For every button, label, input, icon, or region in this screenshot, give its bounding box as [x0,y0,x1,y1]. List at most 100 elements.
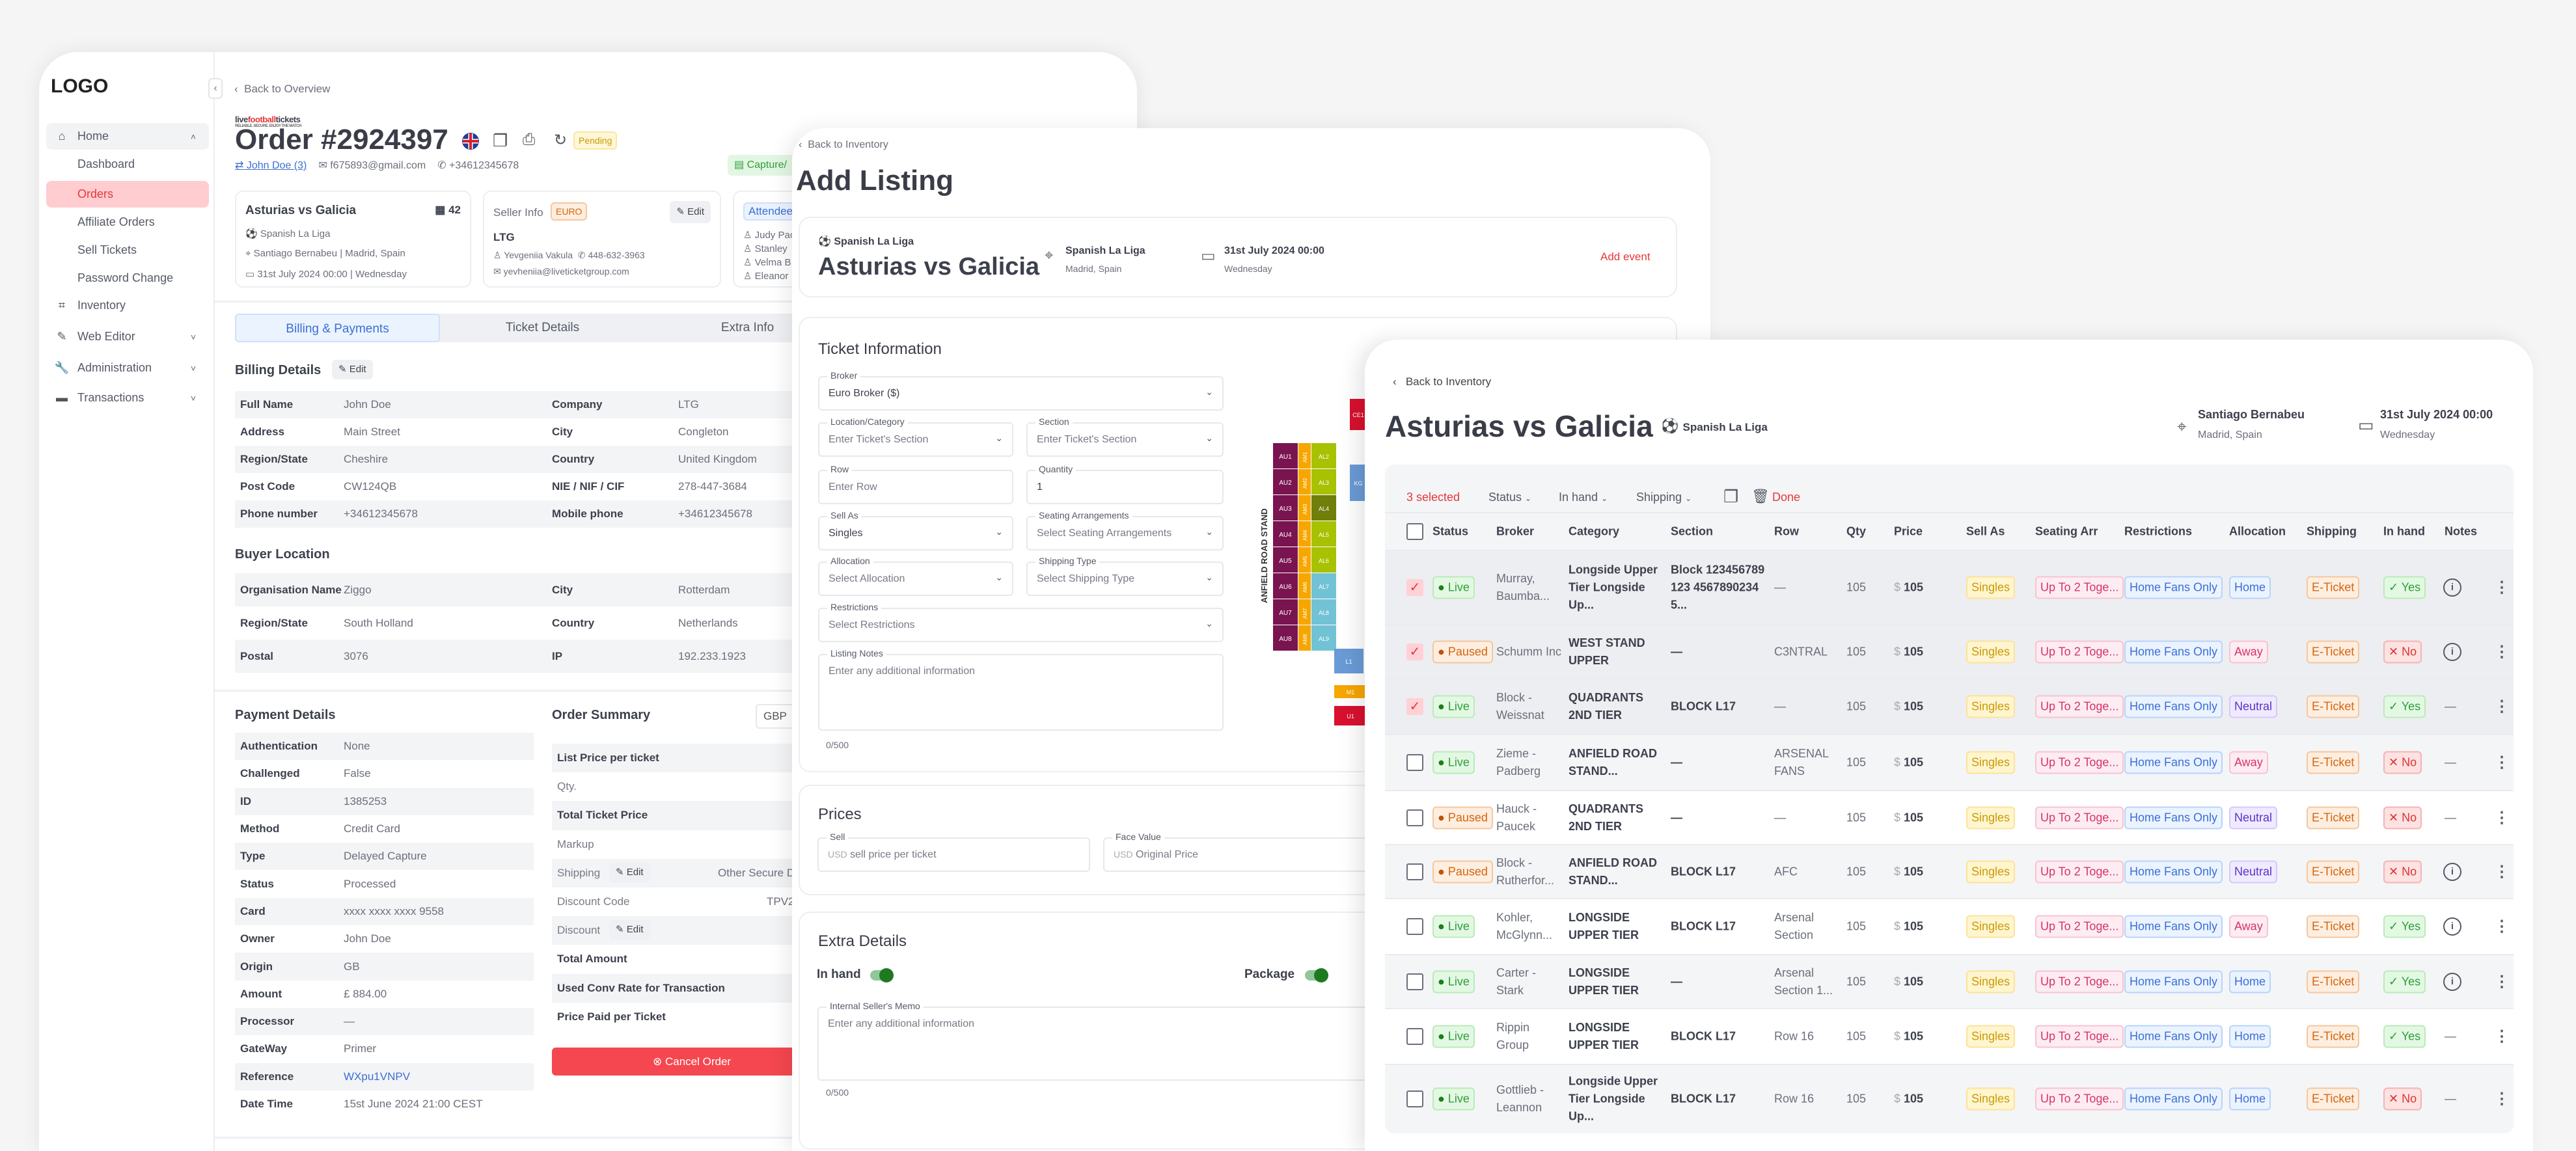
section-CE1[interactable] [1350,399,1367,430]
section-AM3[interactable] [1298,495,1311,521]
column-header-seating-arr[interactable]: Seating Arr [2035,524,2098,538]
row-checkbox[interactable]: ✓ [1406,643,1423,660]
section-L1[interactable] [1334,649,1363,673]
tab-extra-info[interactable]: Extra Info [720,321,774,334]
row-checkbox[interactable] [1406,918,1423,935]
section-AU1[interactable] [1273,443,1298,468]
customer-link[interactable]: ⇄ John Doe (3) [235,160,307,171]
done-button[interactable]: Done [1772,491,1801,504]
column-header-in-hand[interactable]: In hand [2383,524,2425,538]
section-AM2[interactable] [1298,469,1311,494]
row-checkbox[interactable] [1406,1090,1423,1107]
row-checkbox[interactable]: ✓ [1406,698,1423,715]
section-AL2[interactable] [1311,443,1336,468]
notes-input[interactable]: Listing Notes Enter any additional inform… [818,648,1224,731]
section-AU5[interactable] [1273,547,1298,573]
column-header-row[interactable]: Row [1774,524,1799,538]
back-to-inventory-link[interactable]: ‹ Back to Inventory [1393,375,1492,388]
more-options-icon[interactable]: ⋮ [2494,1027,2510,1046]
section-AL9[interactable] [1311,625,1336,651]
table-row[interactable]: ● Live Gottlieb - Leannon Longside Upper T… [1385,1064,2514,1133]
collapse-sidebar-button[interactable]: ‹ [208,78,223,99]
more-options-icon[interactable]: ⋮ [2494,863,2510,880]
section-AM8[interactable] [1298,625,1311,651]
section-AL3[interactable] [1311,469,1336,494]
row-input[interactable]: Row Enter Row [818,464,1013,504]
section-AL4[interactable] [1311,495,1336,521]
more-options-icon[interactable]: ⋮ [2494,809,2510,826]
package-toggle[interactable] [1305,968,1328,982]
sidebar-item-password-change[interactable]: Password Change [46,265,209,291]
more-options-icon[interactable]: ⋮ [2494,578,2510,597]
info-icon[interactable]: i [2443,972,2461,991]
select-all-checkbox[interactable] [1406,523,1423,540]
edit-billing-button[interactable]: ✎ Edit [332,360,373,379]
section-AM7[interactable] [1298,599,1311,625]
section-AM4[interactable] [1298,521,1311,547]
in-hand-filter[interactable]: In hand ⌄ [1559,491,1608,504]
add-event-link[interactable]: Add event [1600,251,1651,263]
table-row[interactable]: ● Live Kohler, McGlynn... LONGSIDE UPPER T… [1385,898,2514,954]
sidebar-item-web-editor[interactable]: ✎ Web Editor ˅ [46,323,209,350]
section-select[interactable]: Section Enter Ticket's Section ⌄ [1026,416,1224,457]
more-options-icon[interactable]: ⋮ [2494,917,2510,936]
info-icon[interactable]: i [2443,642,2461,661]
tab-ticket-details[interactable]: Ticket Details [505,321,580,334]
row-checkbox[interactable] [1406,973,1423,990]
row-checkbox[interactable]: ✓ [1406,579,1423,596]
stadium-map[interactable]: ANFIELD ROAD STAND AU1 AU2 AU3 AU4 AU5 AU6 AU7 A… [1248,388,1378,740]
row-checkbox[interactable] [1406,1028,1423,1045]
section-AU7[interactable] [1273,599,1298,625]
sidebar-item-affiliate-orders[interactable]: Affiliate Orders [46,209,209,236]
more-options-icon[interactable]: ⋮ [2494,753,2510,772]
sidebar-item-home[interactable]: ⌂ Home ˄ [46,123,209,150]
trash-icon[interactable]: 🗑 [1751,488,1770,504]
table-row[interactable]: ● Live Zieme - Padberg ANFIELD ROAD STAND.… [1385,734,2514,790]
section-AU2[interactable] [1273,469,1298,494]
info-icon[interactable]: i [2443,862,2461,881]
column-header-sell-as[interactable]: Sell As [1966,524,2005,538]
more-options-icon[interactable]: ⋮ [2494,697,2510,716]
table-row[interactable]: ● Live Rippin Group LONGSIDE UPPER TIER BLO… [1385,1008,2514,1064]
copy-icon[interactable]: ❐ [493,131,508,150]
table-row[interactable]: ● Live Carter - Stark LONGSIDE UPPER TIER —… [1385,954,2514,1008]
in-hand-toggle[interactable] [870,968,894,982]
section-AU6[interactable] [1273,573,1298,599]
location-select[interactable]: Location/Category Enter Ticket's Section ⌄ [818,416,1013,457]
sell-price-input[interactable]: Sell USD sell price per ticket [817,832,1090,872]
sidebar-item-inventory[interactable]: ⌗ Inventory [46,292,209,319]
sidebar-item-administration[interactable]: 🔧 Administration ˅ [46,355,209,381]
section-AL7[interactable] [1311,573,1336,599]
copy-icon[interactable]: ❐ [1723,487,1739,506]
table-row[interactable]: ✓ ● Live Murray, Baumba... Longside Upper T… [1385,550,2514,624]
section-AU4[interactable] [1273,521,1298,547]
sidebar-item-transactions[interactable]: ▬ Transactions ˅ [46,385,209,411]
more-options-icon[interactable]: ⋮ [2494,643,2510,660]
quantity-input[interactable]: Quantity 1 [1026,464,1224,504]
section-AM1[interactable] [1298,443,1311,468]
sidebar-item-orders[interactable]: Orders [46,181,209,208]
section-M1[interactable] [1334,685,1367,698]
sidebar-item-dashboard[interactable]: Dashboard [46,151,209,178]
broker-select[interactable]: Broker Euro Broker ($) ⌄ [818,370,1224,411]
section-AM5[interactable] [1298,547,1311,573]
memo-textarea[interactable]: Internal Seller's Memo Enter any addition… [817,1001,1533,1081]
edit-discount-button[interactable]: ✎ Edit [609,920,650,940]
print-icon[interactable]: ⎙ [523,131,536,148]
info-icon[interactable]: i [2443,578,2461,597]
table-row[interactable]: ● Paused Hauck - Paucek QUADRANTS 2ND TIER… [1385,790,2514,844]
row-checkbox[interactable] [1406,863,1423,880]
edit-shipping-button[interactable]: ✎ Edit [609,862,650,882]
back-to-overview-link[interactable]: ‹ Back to Overview [234,83,330,96]
back-to-inventory-link[interactable]: ‹ Back to Inventory [799,139,888,150]
column-header-status[interactable]: Status [1432,524,1469,538]
row-checkbox[interactable] [1406,754,1423,771]
status-filter[interactable]: Status ⌄ [1488,491,1532,504]
section-AM6[interactable] [1298,573,1311,599]
tab-billing-payments[interactable]: Billing & Payments [235,314,440,342]
edit-seller-button[interactable]: ✎ Edit [670,201,711,223]
more-options-icon[interactable]: ⋮ [2494,1090,2510,1108]
section-KG[interactable] [1350,465,1367,501]
section-AU8[interactable] [1273,625,1298,651]
section-AL8[interactable] [1311,599,1336,625]
